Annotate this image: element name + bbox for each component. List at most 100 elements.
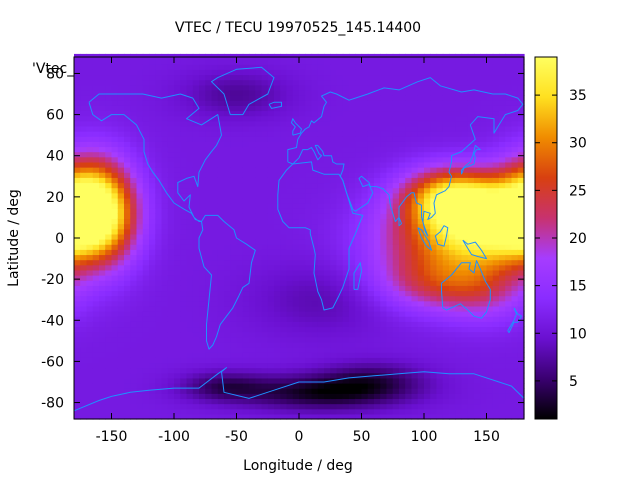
heatmap-cell [111,336,119,343]
heatmap-cell [224,95,231,101]
heatmap-cell [367,141,375,148]
heatmap-cell [380,336,388,343]
heatmap-cell [449,347,456,353]
heatmap-cell [311,341,319,348]
heatmap-cell [355,233,363,240]
heatmap-cell [205,403,213,410]
heatmap-cell [386,79,394,86]
heatmap-cell [186,372,194,379]
heatmap-cell [367,228,375,235]
heatmap-cell [336,182,344,189]
heatmap-cell [142,115,150,122]
heatmap-cell [86,120,94,127]
heatmap-cell [124,321,131,328]
heatmap-cell [330,239,338,245]
heatmap-cell [261,167,269,173]
heatmap-cell [411,213,419,220]
heatmap-cell [242,249,250,256]
heatmap-cell [136,74,144,81]
heatmap-cell [255,388,263,394]
heatmap-cell [355,197,363,204]
heatmap-cell [349,79,356,86]
heatmap-cell [130,403,138,410]
heatmap-cell [192,393,200,400]
heatmap-cell [261,254,269,261]
heatmap-cell [186,167,194,173]
heatmap-cell [99,228,106,235]
heatmap-cell [467,131,475,137]
heatmap-cell [167,295,175,302]
heatmap-cell [292,269,300,276]
heatmap-cell [417,177,425,184]
heatmap-cell [430,131,438,137]
heatmap-cell [224,197,231,204]
heatmap-cell [105,74,113,81]
heatmap-cell [274,156,281,163]
heatmap-cell [442,264,450,271]
heatmap-cell [311,362,319,369]
heatmap-cell [86,264,94,271]
heatmap-cell [211,167,219,173]
heatmap-cell [480,403,488,410]
heatmap-cell [342,161,350,168]
heatmap-cell [199,239,206,245]
heatmap-cell [211,161,219,168]
heatmap-cell [242,136,250,142]
heatmap-cell [467,110,475,117]
heatmap-cell [330,259,338,266]
heatmap-cell [324,300,331,307]
heatmap-cell [455,290,463,297]
heatmap-cell [261,244,269,250]
heatmap-cell [186,69,194,76]
heatmap-cell [192,192,200,199]
heatmap-cell [499,110,506,117]
heatmap-cell [199,295,206,302]
heatmap-cell [430,110,438,117]
heatmap-cell [261,115,269,122]
heatmap-cell [192,131,200,137]
heatmap-cell [167,357,175,364]
heatmap-cell [305,95,313,101]
heatmap-cell [492,372,500,379]
heatmap-cell [299,182,306,189]
heatmap-cell [99,131,106,137]
heatmap-cell [280,233,288,240]
heatmap-cell [242,295,250,302]
heatmap-cell [305,218,313,225]
heatmap-cell [499,305,506,312]
heatmap-cell [499,79,506,86]
heatmap-cell [311,161,319,168]
heatmap-cell [411,280,419,286]
heatmap-cell [449,136,456,142]
heatmap-cell [211,321,219,328]
heatmap-cell [199,74,206,81]
heatmap-cell [99,110,106,117]
heatmap-cell [280,172,288,178]
heatmap-cell [386,269,394,276]
heatmap-cell [80,408,88,415]
heatmap-cell [424,69,431,76]
heatmap-cell [492,331,500,338]
heatmap-cell [111,316,119,322]
heatmap-cell [417,372,425,379]
heatmap-cell [505,403,513,410]
heatmap-cell [130,316,138,322]
heatmap-cell [311,295,319,302]
heatmap-cell [405,280,413,286]
heatmap-cell [180,100,188,106]
heatmap-cell [186,187,194,194]
heatmap-cell [505,208,513,214]
heatmap-cell [292,244,300,250]
heatmap-cell [149,244,156,250]
heatmap-cell [411,105,419,112]
heatmap-cell [236,311,244,317]
heatmap-cell [124,244,131,250]
heatmap-cell [255,223,263,230]
heatmap-cell [486,161,494,168]
heatmap-cell [436,403,444,410]
heatmap-cell [167,69,175,76]
heatmap-cell [411,125,419,132]
heatmap-cell [86,372,94,379]
heatmap-cell [486,208,494,214]
heatmap-cell [74,100,81,106]
